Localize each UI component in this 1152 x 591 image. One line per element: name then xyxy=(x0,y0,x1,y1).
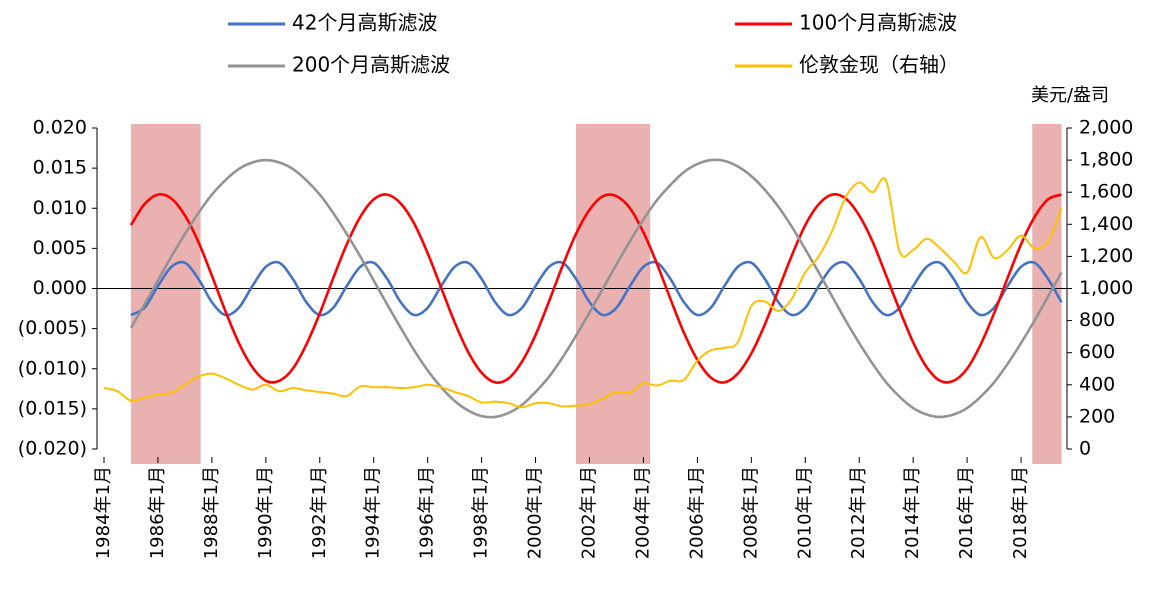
y-tick-label: 0.010 xyxy=(33,197,87,219)
y2-tick-label: 200 xyxy=(1079,405,1115,427)
y2-tick-label: 1,800 xyxy=(1079,149,1133,171)
y-tick-label: (0.015) xyxy=(18,397,87,419)
y2-tick-label: 600 xyxy=(1079,341,1115,363)
legend-label: 42个月高斯滤波 xyxy=(292,11,437,35)
x-tick-label: 2018年1月 xyxy=(1010,466,1031,559)
x-tick-label: 1992年1月 xyxy=(309,466,330,559)
shaded-period xyxy=(130,124,201,464)
y-tick-label: 0.005 xyxy=(33,237,87,259)
y2-tick-label: 0 xyxy=(1079,438,1091,460)
series-line xyxy=(130,260,1063,317)
series-line xyxy=(103,177,1063,409)
x-tick-label: 2014年1月 xyxy=(902,466,923,559)
y2-tick-label: 1,000 xyxy=(1079,277,1133,299)
legend-label: 100个月高斯滤波 xyxy=(799,11,957,35)
x-tick-label: 2006年1月 xyxy=(686,466,707,559)
series-line xyxy=(129,193,1062,384)
x-tick-label: 2016年1月 xyxy=(956,466,977,559)
series-line xyxy=(129,158,1063,419)
x-tick-label: 2012年1月 xyxy=(848,466,869,559)
legend-label: 伦敦金现（右轴） xyxy=(799,53,959,77)
y2-tick-label: 1,400 xyxy=(1079,213,1133,235)
x-tick-label: 2004年1月 xyxy=(632,466,653,559)
y2-tick-label: 1,600 xyxy=(1079,181,1133,203)
x-tick-label: 1990年1月 xyxy=(255,466,276,559)
y2-tick-label: 800 xyxy=(1079,309,1115,331)
x-tick-label: 2002年1月 xyxy=(578,466,599,559)
x-tick-label: 1996年1月 xyxy=(417,466,438,559)
x-tick-label: 2008年1月 xyxy=(740,466,761,559)
x-tick-label: 1984年1月 xyxy=(93,466,114,559)
x-tick-label: 1994年1月 xyxy=(363,466,384,559)
x-tick-label: 2000年1月 xyxy=(525,466,546,559)
y-tick-label: 0.000 xyxy=(33,277,87,299)
x-tick-label: 2010年1月 xyxy=(794,466,815,559)
y-tick-label: 0.020 xyxy=(33,117,87,139)
y2-tick-label: 2,000 xyxy=(1079,117,1133,139)
shaded-period xyxy=(576,124,651,464)
x-tick-label: 1998年1月 xyxy=(471,466,492,559)
x-tick-label: 1986年1月 xyxy=(147,466,168,559)
unit-label: 美元/盎司 xyxy=(1031,85,1109,106)
y-tick-label: (0.010) xyxy=(18,357,87,379)
y-tick-label: (0.020) xyxy=(18,438,87,460)
y2-tick-label: 400 xyxy=(1079,373,1115,395)
y-tick-label: 0.015 xyxy=(33,157,87,179)
y-tick-label: (0.005) xyxy=(18,317,87,339)
x-tick-label: 1988年1月 xyxy=(201,466,222,559)
y2-tick-label: 1,200 xyxy=(1079,245,1133,267)
legend-label: 200个月高斯滤波 xyxy=(292,53,450,77)
